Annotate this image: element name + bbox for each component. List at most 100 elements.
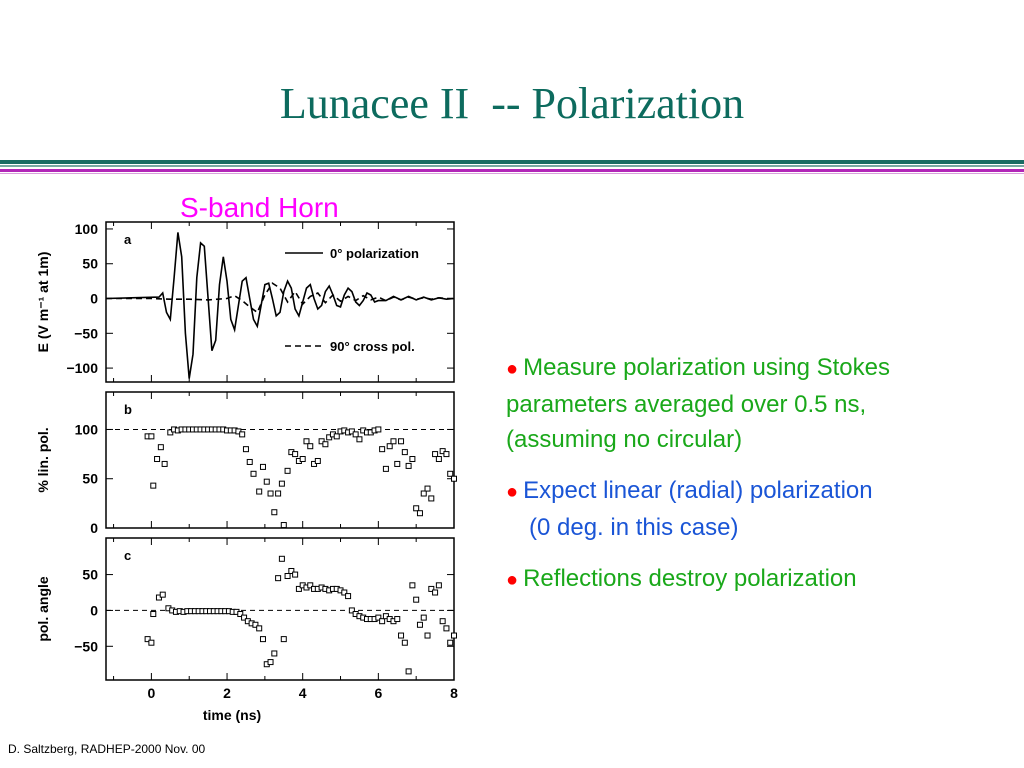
bullet-dot-icon: ●	[506, 481, 519, 503]
title-divider	[0, 160, 1024, 164]
y-axis-label: E (V m⁻¹ at 1m)	[35, 252, 51, 353]
plot-frame	[105, 391, 455, 529]
data-point	[447, 639, 454, 646]
title-divider	[0, 173, 1024, 174]
bullet-list: ● Measure polarization using Stokes param…	[506, 350, 1006, 614]
data-point	[428, 495, 435, 502]
data-point	[348, 607, 355, 614]
data-point	[288, 567, 295, 574]
data-point	[307, 582, 314, 589]
data-point	[409, 582, 416, 589]
data-point	[157, 444, 164, 451]
data-point	[148, 433, 155, 440]
figure-caption: S-band Horn	[180, 192, 339, 223]
bullet-text: (0 deg. in this case)	[529, 514, 739, 541]
data-point	[280, 636, 287, 643]
x-tick-label: 4	[299, 685, 307, 701]
data-point	[303, 438, 310, 445]
data-point	[375, 426, 382, 433]
bullet-text: Reflections destroy polarization	[523, 565, 857, 592]
data-point	[271, 650, 278, 657]
y-tick-label: −50	[74, 325, 98, 341]
data-point	[275, 490, 282, 497]
data-point	[333, 433, 340, 440]
data-point	[307, 443, 314, 450]
data-point	[451, 475, 457, 482]
data-point	[292, 451, 299, 458]
plot-frame	[105, 537, 455, 681]
data-point	[275, 575, 282, 582]
data-point	[241, 614, 248, 621]
x-tick-label: 0	[147, 685, 155, 701]
y-tick-label: 100	[75, 221, 99, 237]
data-point	[299, 456, 306, 463]
data-point	[150, 482, 157, 489]
data-point	[148, 639, 155, 646]
data-point	[420, 614, 427, 621]
data-point	[278, 480, 285, 487]
slide-title: Lunacee II -- Polarization	[279, 79, 745, 128]
data-point	[416, 510, 423, 517]
data-point	[267, 490, 274, 497]
y-tick-label: −100	[66, 360, 98, 376]
title-divider	[0, 169, 1024, 172]
legend-label: 0° polarization	[330, 246, 419, 261]
data-point	[271, 509, 278, 516]
data-point	[154, 456, 161, 463]
x-tick-label: 2	[223, 685, 231, 701]
data-point	[413, 596, 420, 603]
data-point	[284, 467, 291, 474]
y-tick-label: 0	[90, 602, 98, 618]
data-point	[379, 618, 386, 625]
data-point	[447, 470, 454, 477]
y-tick-label: 50	[82, 471, 98, 487]
data-point	[256, 488, 263, 495]
data-point	[375, 614, 382, 621]
y-axis-label: pol. angle	[35, 576, 51, 642]
bullet-text: (assuming no circular)	[506, 426, 743, 453]
data-point	[161, 460, 168, 467]
data-point	[435, 582, 442, 589]
data-point	[341, 589, 348, 596]
data-point	[246, 458, 253, 465]
bullet-dot-icon: ●	[506, 358, 519, 380]
legend-label: 90° cross pol.	[330, 339, 415, 354]
data-point	[280, 522, 287, 529]
data-point	[428, 585, 435, 592]
data-point	[386, 443, 393, 450]
x-tick-label: 8	[450, 685, 458, 701]
data-point	[278, 555, 285, 562]
x-tick-label: 6	[374, 685, 382, 701]
data-point	[398, 632, 405, 639]
y-tick-label: −50	[74, 638, 98, 654]
data-point	[292, 571, 299, 578]
data-point	[295, 585, 302, 592]
data-point	[259, 463, 266, 470]
x-axis-label: time (ns)	[203, 707, 261, 723]
data-point	[435, 456, 442, 463]
data-point	[420, 490, 427, 497]
bullet-item: ● Expect linear (radial) polarization (0 …	[506, 473, 1006, 545]
data-point	[382, 465, 389, 472]
data-point	[144, 636, 151, 643]
series-line-cross-pol	[106, 282, 454, 314]
data-point	[150, 611, 157, 618]
y-tick-label: 50	[82, 567, 98, 583]
data-point	[405, 462, 412, 469]
data-point	[322, 441, 329, 448]
y-tick-label: 0	[90, 520, 98, 536]
bullet-text: Expect linear (radial) polarization	[523, 477, 873, 504]
data-point	[159, 591, 166, 598]
bullet-text: parameters averaged over 0.5 ns,	[506, 391, 867, 418]
panel-label: a	[124, 232, 132, 247]
bullet-item: ● Reflections destroy polarization	[506, 561, 1006, 598]
data-point	[345, 593, 352, 600]
data-point	[439, 618, 446, 625]
data-point	[401, 449, 408, 456]
data-point	[390, 438, 397, 445]
plot-frame	[105, 221, 455, 383]
data-point	[394, 460, 401, 467]
data-point	[242, 446, 249, 453]
data-point	[424, 632, 431, 639]
y-tick-label: 50	[82, 256, 98, 272]
